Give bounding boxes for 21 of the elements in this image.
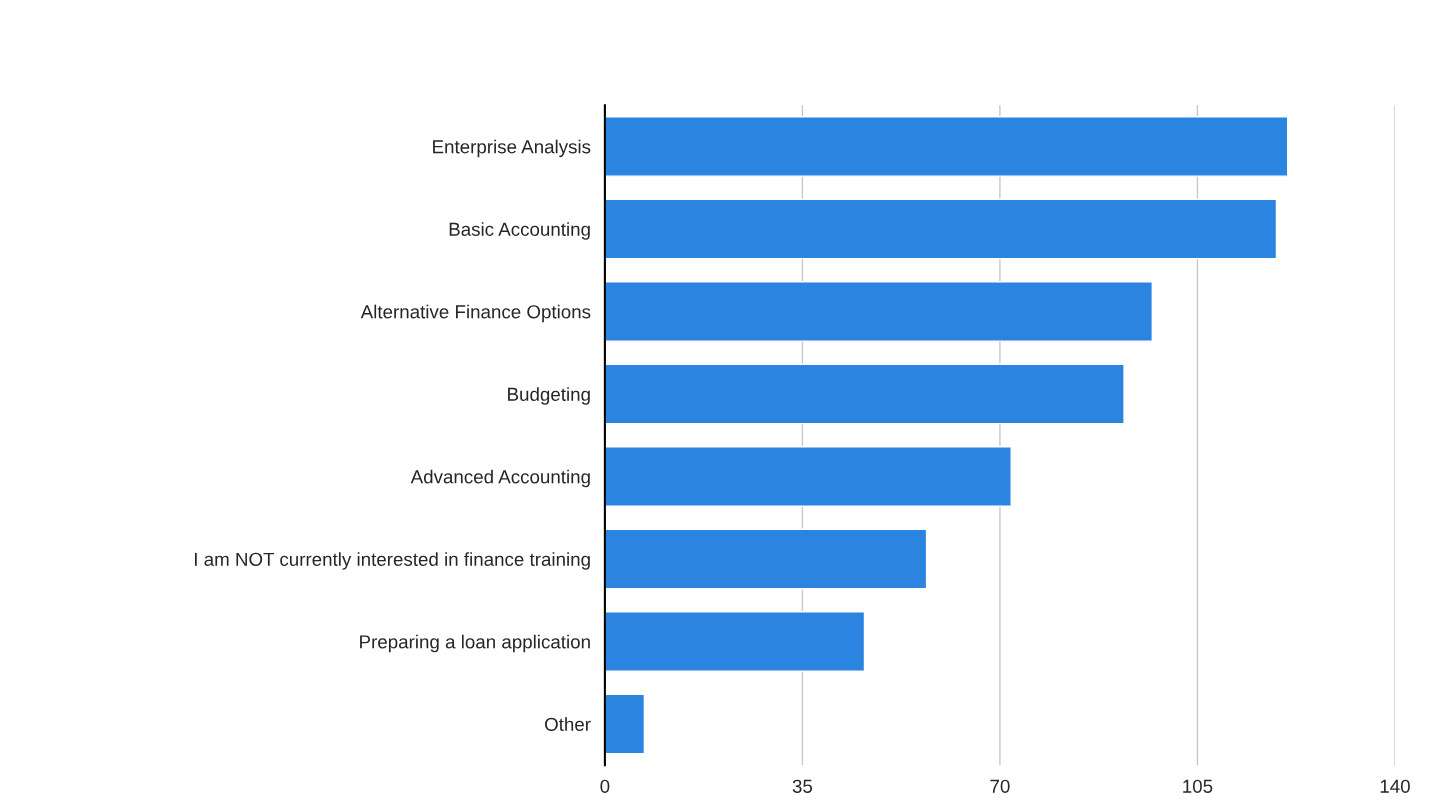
bar — [604, 116, 1289, 177]
y-tick-label: I am NOT currently interested in finance training — [195, 552, 590, 570]
x-tick-label: 70 — [990, 779, 1010, 793]
bar — [604, 281, 1153, 342]
y-tick-label: Enterprise Analysis — [433, 139, 591, 158]
y-tick-label: Other — [545, 717, 591, 731]
x-tick-label: 105 — [1183, 779, 1213, 793]
x-tick-label: 35 — [792, 779, 813, 793]
y-tick-label: Preparing a loan application — [360, 634, 590, 653]
y-tick-label: Budgeting — [508, 387, 590, 405]
bar — [604, 446, 1012, 507]
bar — [604, 198, 1278, 260]
y-tick-label: Alternative Finance Options — [360, 304, 591, 323]
bar — [604, 693, 646, 755]
x-tick-label: 0 — [600, 779, 610, 793]
x-tick-label: 140 — [1380, 779, 1410, 793]
bar — [604, 528, 928, 590]
y-tick-label: Advanced Accounting — [410, 469, 590, 488]
bar — [604, 611, 866, 672]
y-tick-label: Basic Accounting — [449, 222, 590, 240]
bar — [604, 363, 1125, 425]
